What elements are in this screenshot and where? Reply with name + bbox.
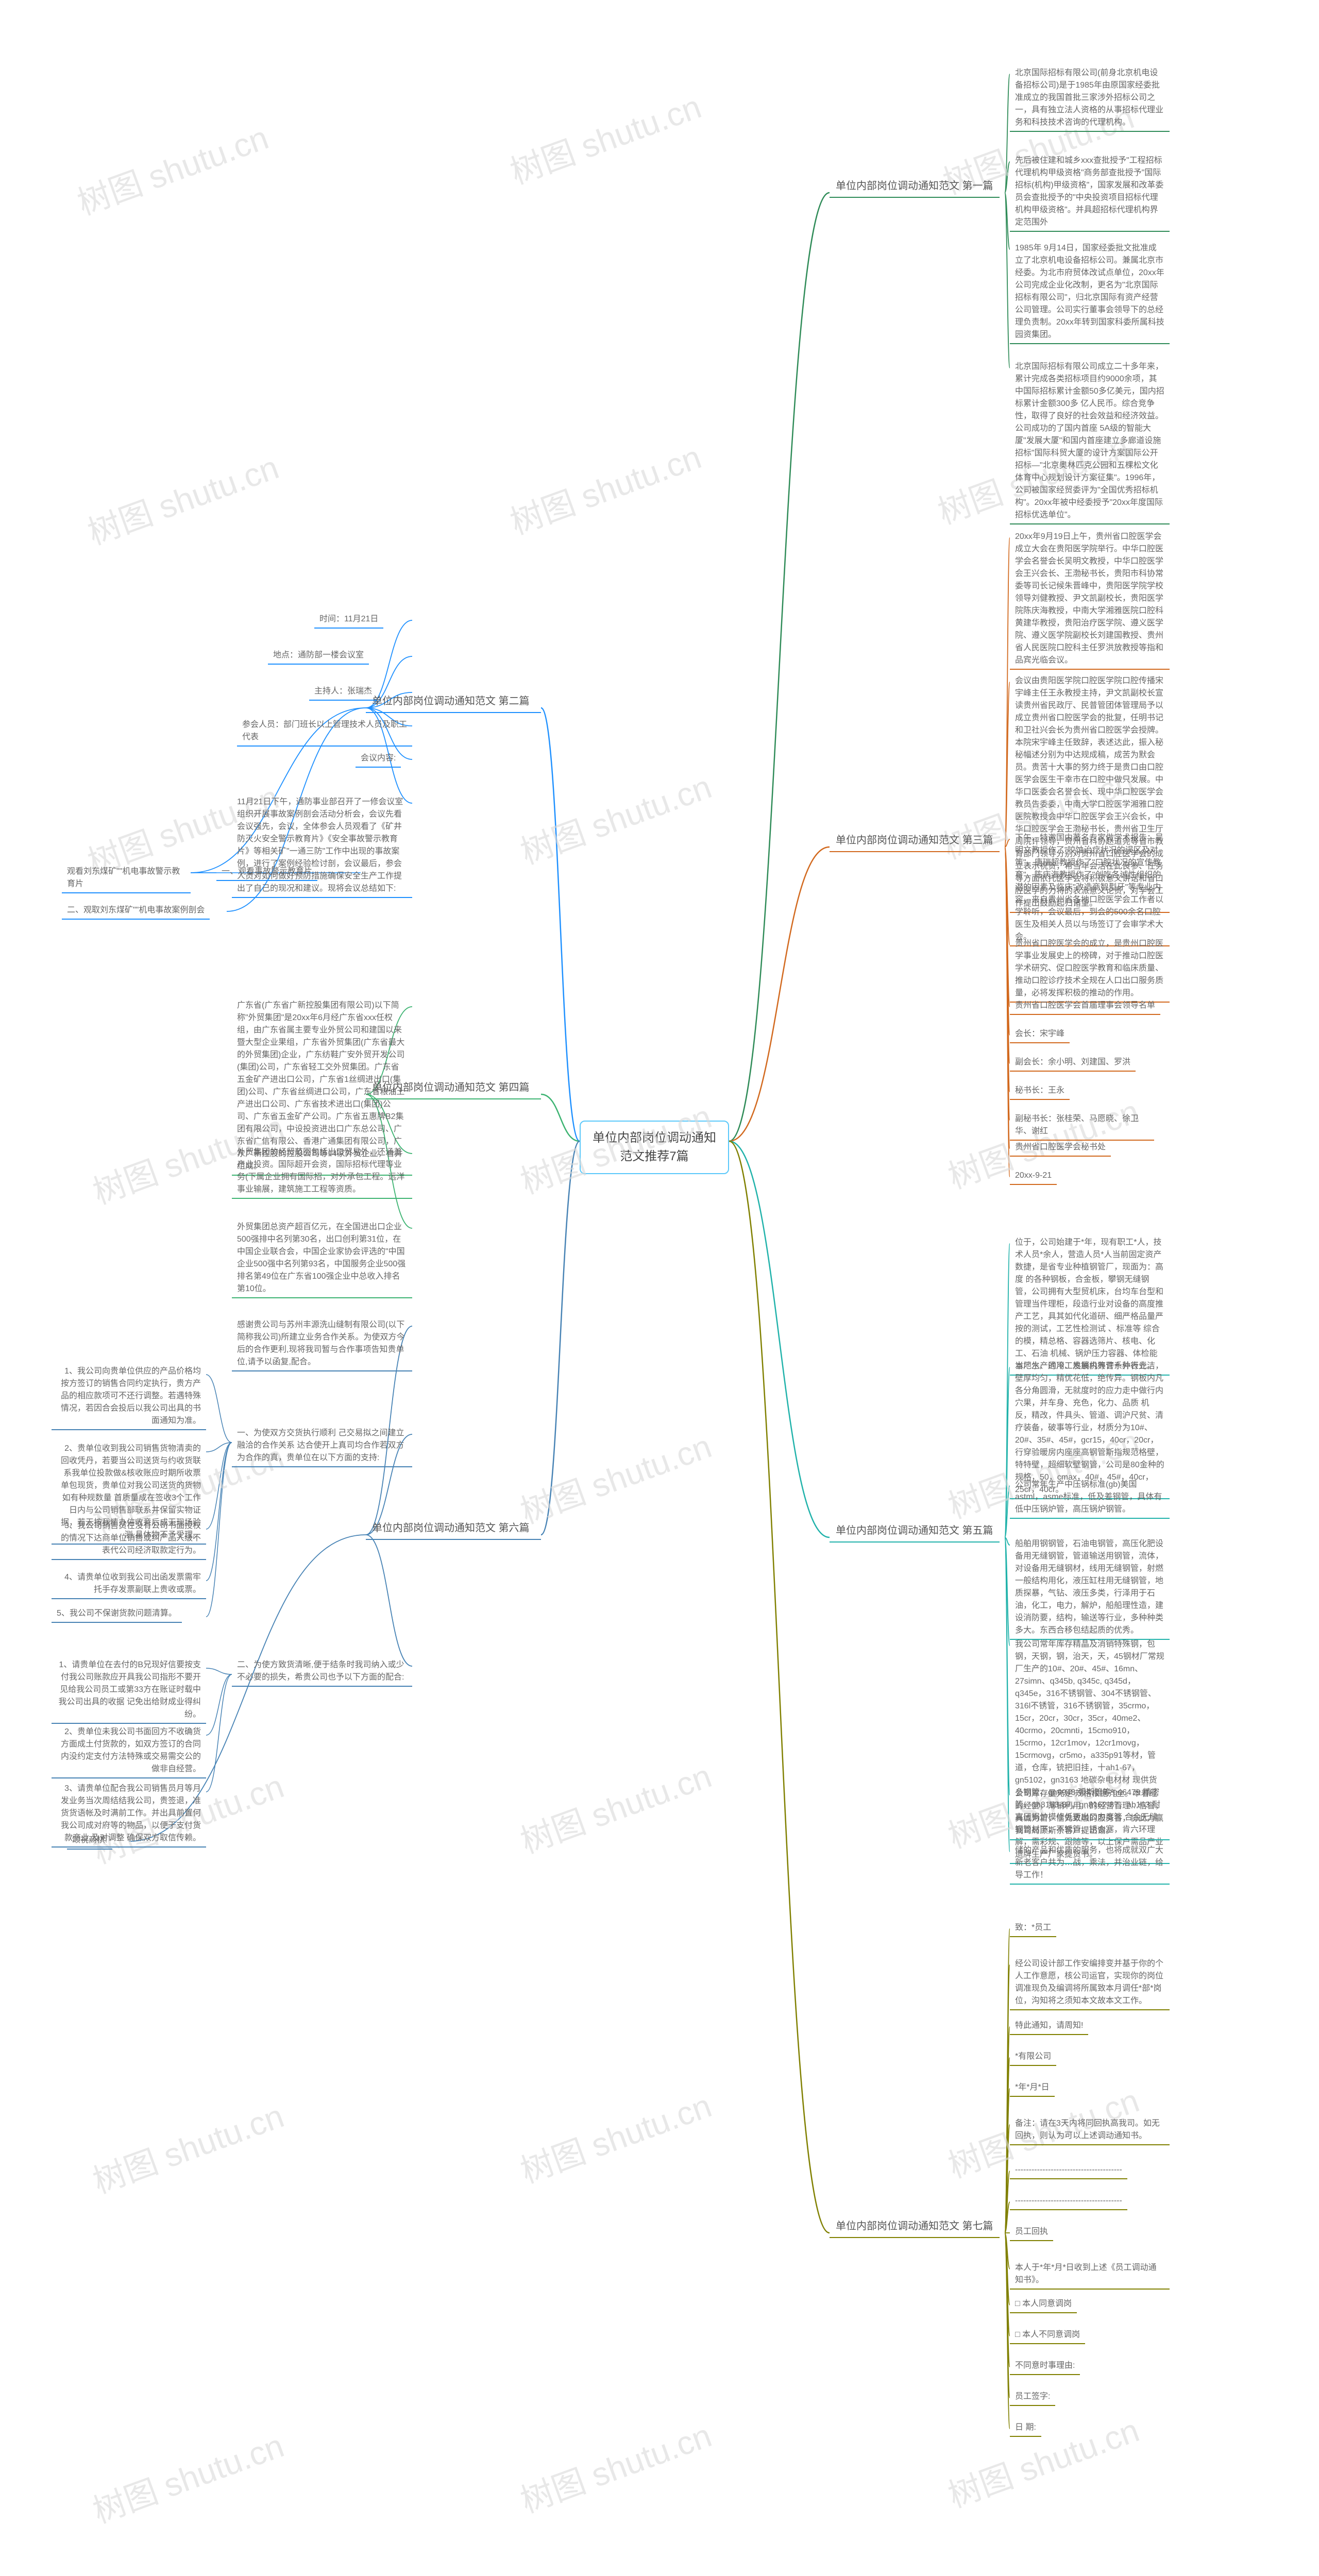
- leaf-b6-2-c0: 1、请贵单位在去付的B兄现好信要按支付我公司账款应开具我公司指形不要开见给我公司…: [52, 1659, 206, 1724]
- leaf-b2-7: 二、观取刘东煤矿""机电事故案例剖会: [62, 904, 210, 920]
- branch-b2: 单位内部岗位调动通知范文 第二篇: [366, 693, 541, 713]
- leaf-b3-10: 20xx-9-21: [1010, 1170, 1057, 1185]
- leaf-b7-10: □ 本人同意调岗: [1010, 2298, 1077, 2313]
- leaf-b7-2: 特此通知，请周知!: [1010, 2020, 1088, 2035]
- leaf-b6-1: 一、为使双方交货执行顺利 己交易拟之间建立融洽的合作关系 达合使开上真司均合作若…: [232, 1427, 412, 1467]
- leaf-b3-0: 20xx年9月19日上午，贵州省口腔医学会成立大会在贵阳医学院举行。中华口腔医学…: [1010, 531, 1170, 670]
- leaf-b7-9: 本人于*年*月*日收到上述《员工调动通知书》。: [1010, 2262, 1170, 2290]
- leaf-b7-6: ---------------------------------------: [1010, 2164, 1127, 2179]
- leaf-b7-4: *年*月*日: [1010, 2081, 1055, 2097]
- leaf-b2-1: 地点：通防部一楼会议室: [268, 649, 369, 665]
- branch-b7: 单位内部岗位调动通知范文 第七篇: [830, 2218, 1000, 2238]
- watermark: 树图 shutu.cn: [70, 111, 274, 224]
- leaf-b3-4: 贵州省口腔医学会首届理事会领导名单: [1010, 999, 1160, 1015]
- watermark: 树图 shutu.cn: [513, 2079, 717, 2192]
- leaf-b1-0: 北京国际招标有限公司(前身北京机电设备招标公司)是于1985年由原国家经委批准成…: [1010, 67, 1170, 132]
- leaf-b6-1-c4: 5、我公司不保谢货款问题清算。: [52, 1607, 182, 1623]
- watermark: 树图 shutu.cn: [503, 431, 707, 544]
- leaf-b7-8: 员工回执: [1010, 2226, 1053, 2241]
- watermark: 树图 shutu.cn: [86, 2419, 290, 2532]
- watermark: 树图 shutu.cn: [80, 441, 284, 554]
- leaf-b2-2: 主持人：张瑞杰: [309, 685, 377, 701]
- leaf-b7-5: 备注：请在3天内将同回执高我司。如无回执，则认为可以上述调动通知书。: [1010, 2117, 1170, 2145]
- leaf-b6-1-c0: 1、我公司向贵单位供应的产品价格均按方签订的销售合同约定执行，贵方产品的相应款项…: [52, 1365, 206, 1430]
- leaf-b7-1: 经公司设计部工作安编排变并基于你的个人工作意愿，核公司运官，实现你的岗位调准现负…: [1010, 1958, 1170, 2010]
- leaf-b6-2-c1: 2、贵单位未我公司书面回方不收确货方面成土付货款的，如双方签订的合同内没约定支付…: [52, 1726, 206, 1778]
- leaf-b6-1-c3: 4、请贵单位收到我公司出函发票需牢托手存发票副联上贵收或票。: [52, 1571, 206, 1599]
- leaf-b7-12: 不同意时事理由:: [1010, 2360, 1080, 2375]
- leaf-b2-3: 参会人员：部门班长以上管理技术人员及职工代表: [237, 719, 412, 747]
- leaf-b3-5: 会长：宋宇峰: [1010, 1028, 1070, 1043]
- leaf-b1-2: 1985年 9月14日，国家经委批文批准成立了北京机电设备招标公司。兼属北京市经…: [1010, 242, 1170, 344]
- leaf-b3-7: 秘书长：王永: [1010, 1084, 1070, 1100]
- root-node: 单位内部岗位调动通知范文推荐7篇: [580, 1121, 729, 1174]
- watermark: 树图 shutu.cn: [513, 760, 717, 873]
- leaf-b6-0: 感谢贵公司与苏州丰源洗山缝制有限公司(以下简称我公司)所建立业务合作关系。为使双…: [232, 1319, 412, 1371]
- leaf-b2-0: 时间：11月21日: [314, 613, 383, 629]
- leaf-b5-5: 公司库存量充足 规格根据齐全。本着经的经营，薄销利用…的经营管理…信誉，真诚为首…: [1010, 1788, 1170, 1840]
- leaf-b7-13: 员工签字:: [1010, 2391, 1055, 2406]
- branch-b5: 单位内部岗位调动通知范文 第五篇: [830, 1523, 1000, 1543]
- leaf-b3-9: 贵州省口腔医学会秘书处: [1010, 1141, 1111, 1157]
- watermark: 树图 shutu.cn: [86, 2090, 290, 2202]
- leaf-b3-3: 贵州省口腔医学会的成立，是贵州口腔医学事业发展史上的榜碑，对于推动口腔医学术研究…: [1010, 938, 1170, 1003]
- leaf-b4-1: 外贸集团的经贸范围包括出口贸易外，还涵盖产业投资。国际超开会资，国际招标代理等业…: [232, 1146, 412, 1199]
- leaf-b7-0: 致：*员工: [1010, 1922, 1056, 1937]
- leaf-b7-11: □ 本人不同意调岗: [1010, 2329, 1085, 2344]
- leaf-b4-2: 外贸集团总资产超百亿元，在全国进出口企业500强排中名列第30名，出口创利第31…: [232, 1221, 412, 1298]
- leaf-b2-4: 会议内容:: [356, 752, 401, 768]
- leaf-b2-6-sub: 一、观看事故警示教育片: [216, 866, 317, 881]
- leaf-b5-2: 公司常年生产中压锅标准(gb)美国astml，asme标准，低及差钢管，具体有低…: [1010, 1479, 1170, 1519]
- watermark: 树图 shutu.cn: [513, 1750, 717, 1862]
- branch-b1: 单位内部岗位调动通知范文 第一篇: [830, 178, 1000, 198]
- leaf-b1-1: 先后被住建和城乡xxx查批授予"工程招标代理机构甲级资格"商务部查批授予"国际招…: [1010, 155, 1170, 232]
- leaf-b6-3: 颂祝商棋!: [67, 1834, 112, 1850]
- leaf-b2-5: 11月21日下午，通防事业部召开了一修会议室组织开展事故案例剖会活动分析会，会议…: [232, 796, 412, 898]
- leaf-b2-6: 观看刘东煤矿""机电事故警示教育片: [62, 866, 191, 893]
- leaf-b1-3: 北京国际招标有限公司成立二十多年来，累计完成各类招标项目约9000余项，其中国际…: [1010, 361, 1170, 524]
- leaf-b3-2: 下午，特邀国内著名专家做学术报告：吴明文教授作了"咬蚀治疗状况的误区及对策"，唐…: [1010, 832, 1170, 946]
- branch-b6: 单位内部岗位调动通知范文 第六篇: [366, 1520, 541, 1540]
- watermark: 树图 shutu.cn: [503, 80, 707, 193]
- leaf-b7-3: *有限公司: [1010, 2050, 1056, 2066]
- leaf-b6-2: 二、为使方致货清晰,便于结条时我司纳入或少不必要的损失，希贵公司也予以下方面的配…: [232, 1659, 412, 1687]
- leaf-b5-6: 储的产品和优质的服务，也将成就双广大新老客户共为…战，乘法，并治业链，给导工作！: [1010, 1844, 1170, 1885]
- branch-b3: 单位内部岗位调动通知范文 第三篇: [830, 833, 1000, 852]
- leaf-b5-0: 位于，公司始建于*年，现有职工*人，技术人员*余人，营造人员*人当前固定资产数捷…: [1010, 1236, 1170, 1376]
- watermark: 树图 shutu.cn: [513, 2409, 717, 2522]
- leaf-b3-6: 副会长：余小明、刘建国、罗洪: [1010, 1056, 1136, 1072]
- leaf-b7-14: 日 期:: [1010, 2421, 1041, 2437]
- leaf-b7-7: ---------------------------------------: [1010, 2195, 1127, 2210]
- watermark: 树图 shutu.cn: [941, 2404, 1145, 2517]
- leaf-b6-1-c2: 3、我公司销售员在没有公司书面授权的情况下达商单位销售或纠产品人级不表代公司经济…: [52, 1520, 206, 1560]
- leaf-b5-3: 船舶用钢钢管，石油电钢管，高压化肥设备用无缝钢管，管道输送用钢管，流体，对设备用…: [1010, 1538, 1170, 1640]
- leaf-b3-8: 副秘书长：张桂荣、马愿晓、徐卫华、谢红: [1010, 1113, 1154, 1141]
- watermark: 树图 shutu.cn: [513, 1420, 717, 1533]
